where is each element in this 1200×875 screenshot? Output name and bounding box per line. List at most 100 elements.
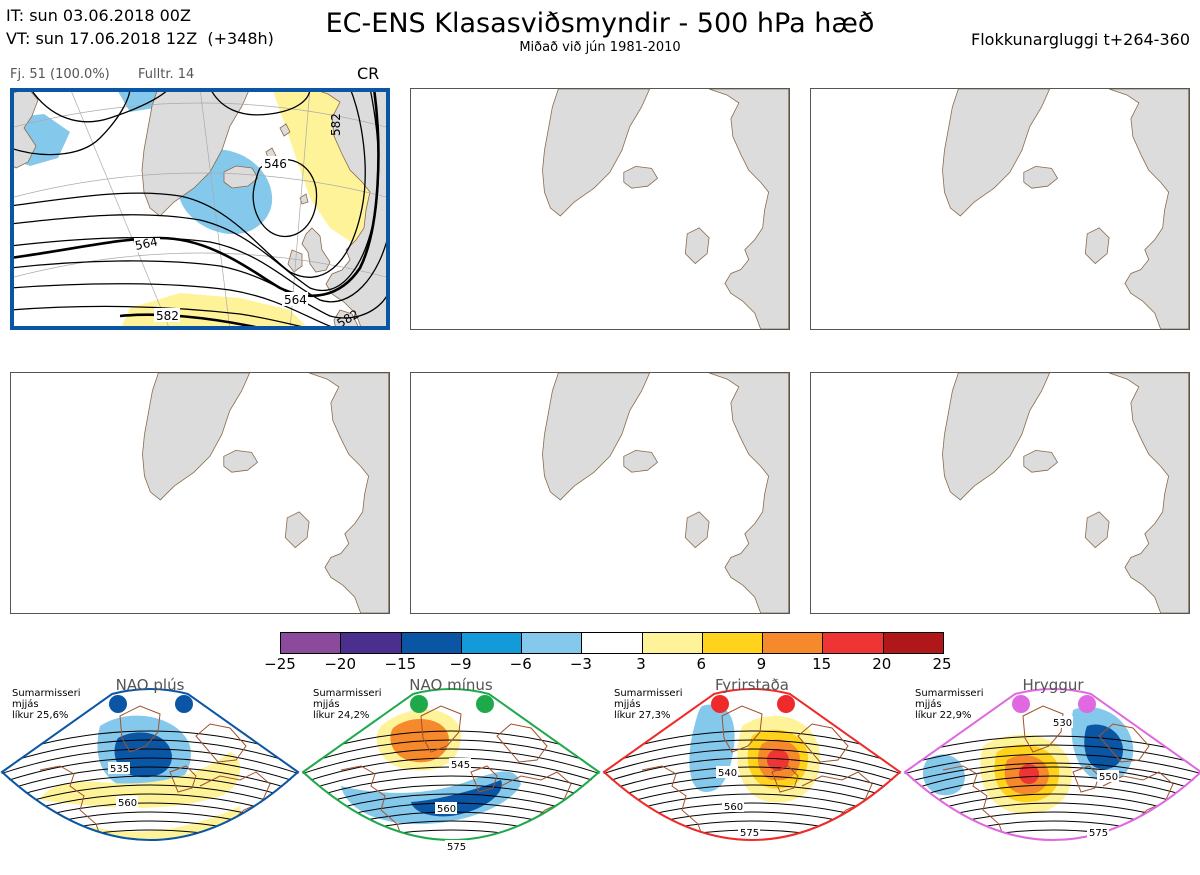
colorbar-tick-label: 3 bbox=[636, 655, 646, 673]
regime-probability: líkur 25,6% bbox=[12, 710, 69, 721]
colorbar-labels: −25 −20 −15 −9 −6 −3 3 6 9 15 20 25 bbox=[264, 655, 951, 675]
contour-label-546: 546 bbox=[264, 157, 287, 171]
regime-smoothing: mjjás bbox=[12, 699, 39, 710]
panel1-representative: Fulltr. 14 bbox=[138, 67, 195, 82]
anomaly-colorbar bbox=[280, 632, 944, 654]
cluster-map-1[interactable]: 546 564 564 582 582 582 bbox=[10, 88, 390, 330]
regime-outline bbox=[903, 688, 1200, 841]
cluster-map-5-plot bbox=[542, 373, 789, 613]
cluster-map-3-plot bbox=[942, 89, 1189, 329]
contour-label-bg bbox=[435, 802, 457, 814]
cluster-map-2-plot bbox=[542, 89, 789, 329]
regime-smoothing: mjjás bbox=[313, 699, 340, 710]
colorbar-tick-label: −6 bbox=[509, 655, 532, 673]
colorbar-tick-label: 25 bbox=[932, 655, 952, 673]
regime-marker-dot bbox=[777, 695, 795, 713]
regime-info: Sumarmisseri mjjás líkur 25,6% bbox=[12, 688, 80, 721]
contour-label-bg bbox=[282, 292, 308, 306]
contour-label-bg bbox=[1051, 716, 1073, 728]
cluster-map-1-plot: 546 564 564 582 582 582 bbox=[10, 88, 390, 330]
valid-time: VT: sun 17.06.2018 12Z (+348h) bbox=[6, 29, 274, 48]
contour-label-bg bbox=[716, 766, 738, 778]
regime-contour-label: 550 bbox=[1099, 772, 1118, 783]
regime-frame-nao-plus bbox=[10, 88, 390, 330]
regime-marker-dot bbox=[410, 695, 428, 713]
contour-label-bg bbox=[134, 238, 160, 252]
height-contours-bold bbox=[10, 88, 380, 330]
colorbar-swatch bbox=[582, 633, 643, 653]
regime-name: Fyrirstaða bbox=[715, 676, 789, 694]
regime-outline bbox=[301, 688, 601, 841]
cluster-map-6[interactable] bbox=[810, 372, 1190, 614]
regime-thumbnail: 540 560 575 Fyrirstaða Sumarmisseri mjjás líku… bbox=[602, 676, 902, 871]
colorbar-tick-label: −25 bbox=[264, 655, 296, 673]
contour-label-bg bbox=[445, 840, 467, 852]
colorbar-swatch bbox=[823, 633, 884, 653]
regime-season: Sumarmisseri bbox=[313, 688, 382, 699]
cluster-map-2[interactable] bbox=[410, 88, 790, 330]
cluster-map-3[interactable] bbox=[810, 88, 1190, 330]
regime-thumbnail: 535 560 NAO plús Sumarmisseri mjjás líkur 25,… bbox=[0, 676, 300, 871]
colorbar-swatch bbox=[401, 633, 462, 653]
regime-probability: líkur 27,3% bbox=[614, 710, 671, 721]
contour-label-bg bbox=[154, 308, 180, 322]
classification-window: Flokkunargluggi t+264-360 bbox=[971, 30, 1190, 49]
colorbar-tick-label: −3 bbox=[569, 655, 592, 673]
contour-label-564b: 564 bbox=[284, 293, 307, 307]
regime-marker-dot bbox=[476, 695, 494, 713]
regime-contour-label: 530 bbox=[1053, 718, 1072, 729]
contour-label-bg bbox=[116, 796, 138, 808]
contour-label-bg bbox=[738, 826, 760, 838]
colorbar-swatch bbox=[642, 633, 703, 653]
regime-smoothing: mjjás bbox=[614, 699, 641, 710]
contour-label-bg bbox=[722, 800, 744, 812]
regime-info: Sumarmisseri mjjás líkur 27,3% bbox=[614, 688, 682, 721]
negative-anomaly-north bbox=[116, 88, 160, 112]
regime-probability: líkur 22,9% bbox=[915, 710, 972, 721]
regime-marker-dot bbox=[1012, 695, 1030, 713]
regime-outline bbox=[602, 688, 902, 841]
regime-thumbnail: 530 550 575 Hryggur Sumarmisseri mjjás líkur 2… bbox=[903, 676, 1200, 871]
regime-info: Sumarmisseri mjjás líkur 22,9% bbox=[915, 688, 983, 721]
regime-contour-label: 545 bbox=[451, 760, 470, 771]
header-run-info: IT: sun 03.06.2018 00Z VT: sun 17.06.2018… bbox=[6, 4, 274, 50]
cluster-map-5[interactable] bbox=[410, 372, 790, 614]
regime-contour-label: 560 bbox=[118, 798, 137, 809]
contour-label-564a: 564 bbox=[134, 234, 159, 252]
colorbar-tick-label: 9 bbox=[756, 655, 767, 673]
regime-map: 530 550 575 bbox=[903, 688, 1200, 841]
contour-label-bg bbox=[1097, 770, 1119, 782]
regime-contour-label: 575 bbox=[447, 842, 466, 853]
regime-map: 545 560 575 bbox=[301, 688, 601, 853]
regime-map: 535 560 bbox=[0, 688, 300, 841]
regime-name: Hryggur bbox=[1022, 676, 1084, 694]
regime-contour-label: 560 bbox=[724, 802, 743, 813]
colorbar-swatch bbox=[461, 633, 523, 653]
colorbar-tick-label: 20 bbox=[872, 655, 892, 673]
cluster-map-6-plot bbox=[942, 373, 1189, 613]
regime-name: NAO mínus bbox=[409, 676, 493, 694]
regime-smoothing: mjjás bbox=[915, 699, 942, 710]
regime-contour-label: 560 bbox=[437, 804, 456, 815]
regime-contour-label: 535 bbox=[110, 764, 129, 775]
regime-contour-label: 575 bbox=[1089, 828, 1108, 839]
page-title: EC-ENS Klasasviðsmyndir - 500 hPa hæð bbox=[325, 8, 875, 39]
cluster-map-4[interactable] bbox=[10, 372, 390, 614]
regime-marker-dot bbox=[1078, 695, 1096, 713]
regime-name: NAO plús bbox=[115, 676, 185, 694]
regime-outline bbox=[0, 688, 300, 841]
colorbar-tick-label: −9 bbox=[449, 655, 472, 673]
colorbar-swatch bbox=[281, 633, 342, 653]
regime-contour-label: 540 bbox=[718, 768, 737, 779]
regime-marker-dot bbox=[175, 695, 193, 713]
contour-label-bg bbox=[262, 156, 288, 170]
regime-probability: líkur 24,2% bbox=[313, 710, 370, 721]
contour-label-bg bbox=[1087, 826, 1109, 838]
colorbar-tick-label: −20 bbox=[324, 655, 356, 673]
regime-info: Sumarmisseri mjjás líkur 24,2% bbox=[313, 688, 381, 721]
regime-contour-label: 575 bbox=[740, 828, 759, 839]
regime-season: Sumarmisseri bbox=[915, 688, 984, 699]
contour-label-bg bbox=[108, 762, 130, 774]
colorbar-swatch bbox=[522, 633, 583, 653]
regime-thumbnail: 545 560 575 NAO mínus Sumarmisseri mjjás líkur… bbox=[301, 676, 601, 871]
